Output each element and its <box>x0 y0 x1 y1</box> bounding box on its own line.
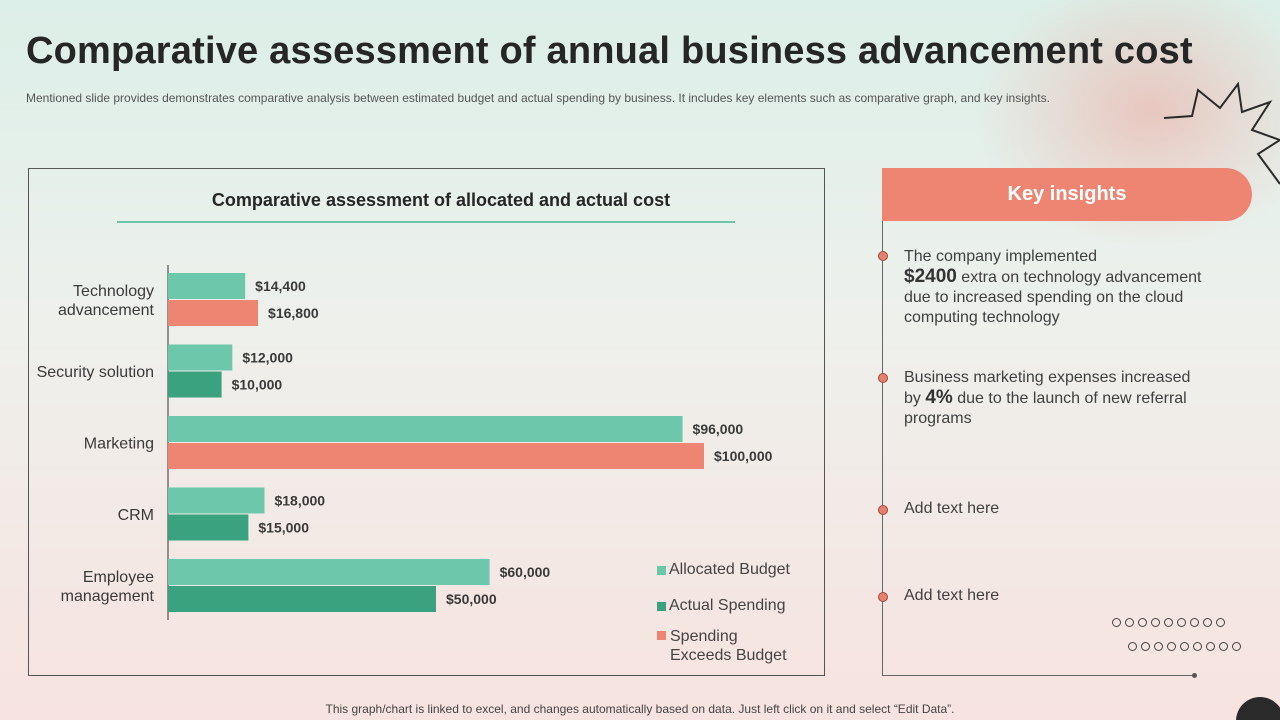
legend-swatch-allocated <box>657 566 666 575</box>
bar-allocated <box>168 273 246 299</box>
category-label: management <box>61 588 155 605</box>
insight-item-3[interactable]: Add text here <box>904 500 1000 517</box>
corner-decoration <box>1236 697 1280 720</box>
insight-bullet-4 <box>878 592 888 602</box>
data-label: $12,000 <box>242 350 293 366</box>
bar-actual <box>168 586 436 612</box>
bar-actual <box>168 371 222 398</box>
insight-1-text-start: The company implemented <box>904 248 1097 265</box>
bar-allocated <box>168 416 683 442</box>
category-label: Employee <box>83 569 154 586</box>
category-label: Marketing <box>84 436 154 453</box>
insight-2-text-start: Business marketing expenses increased by <box>904 369 1191 407</box>
data-label: $50,000 <box>446 591 497 607</box>
insight-2-text-end: due to the launch of new referral progra… <box>904 390 1187 427</box>
insight-2-highlight: 4% <box>925 387 953 408</box>
bar-allocated <box>168 487 265 514</box>
timeline-baseline <box>882 675 1194 676</box>
bar-allocated <box>168 344 233 371</box>
data-label: $60,000 <box>500 564 551 580</box>
legend-label-exceeds: Spending Exceeds Budget <box>670 627 787 665</box>
insight-item-1: The company implemented $2400 extra on t… <box>904 247 1204 328</box>
data-label: $15,000 <box>258 520 309 536</box>
bar-actual <box>168 300 259 326</box>
legend-label-actual: Actual Spending <box>669 597 786 614</box>
data-label: $18,000 <box>274 493 325 509</box>
insight-bullet-1 <box>878 251 888 261</box>
category-label: CRM <box>118 507 154 524</box>
legend-label-exceeds-line2: Exceeds Budget <box>670 647 787 664</box>
legend-swatch-exceeds <box>657 631 666 640</box>
page-subtitle: Mentioned slide provides demonstrates co… <box>26 91 1050 105</box>
legend-swatch-actual <box>657 602 666 611</box>
legend-label-exceeds-line1: Spending <box>670 628 738 645</box>
category-label: Technology <box>73 283 154 300</box>
data-label: $10,000 <box>232 377 283 393</box>
chart-title-underline <box>117 221 735 223</box>
category-label: advancement <box>58 302 155 319</box>
bar-actual <box>168 443 704 469</box>
bar-actual <box>168 514 249 541</box>
bar-allocated <box>168 559 490 585</box>
page-title: Comparative assessment of annual busines… <box>26 30 1193 72</box>
circle-pattern-decoration <box>1112 614 1245 656</box>
insight-item-2: Business marketing expenses increased by… <box>904 368 1204 429</box>
insight-bullet-2 <box>878 373 888 383</box>
insight-bullet-3 <box>878 505 888 515</box>
timeline-line <box>882 221 883 676</box>
chart-title: Comparative assessment of allocated and … <box>211 190 671 210</box>
data-label: $100,000 <box>714 448 773 464</box>
legend-label-allocated: Allocated Budget <box>669 561 790 578</box>
data-label: $96,000 <box>693 421 744 437</box>
insight-1-text-end: extra on technology advancement due to i… <box>904 269 1202 326</box>
starburst-decoration <box>1163 82 1280 185</box>
data-label: $16,800 <box>268 305 319 321</box>
bar-chart: Technology advancement $14,400 $16,800 Secur… <box>37 265 773 620</box>
timeline-end-dot <box>1192 673 1197 678</box>
insight-1-highlight: $2400 <box>904 266 957 287</box>
category-label: Security solution <box>37 364 154 381</box>
insight-item-4[interactable]: Add text here <box>904 587 1000 604</box>
data-label: $14,400 <box>255 278 306 294</box>
footer-note: This graph/chart is linked to excel, and… <box>325 702 955 716</box>
key-insights-header: Key insights <box>882 168 1252 221</box>
chart-frame <box>28 168 825 676</box>
